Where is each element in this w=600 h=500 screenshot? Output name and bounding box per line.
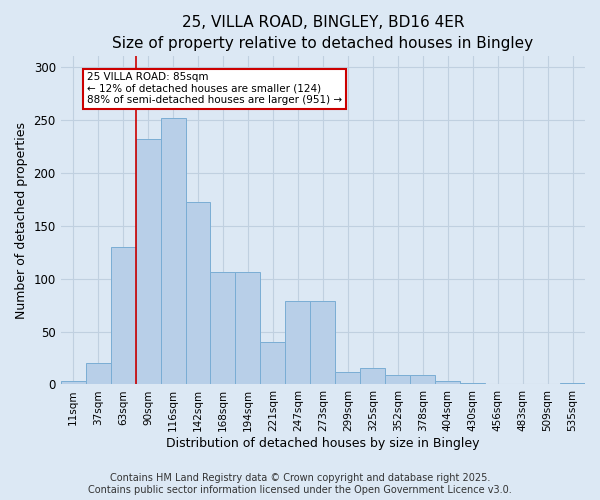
Text: 25 VILLA ROAD: 85sqm
← 12% of detached houses are smaller (124)
88% of semi-deta: 25 VILLA ROAD: 85sqm ← 12% of detached h… (87, 72, 342, 106)
Bar (360, 368, 385, 384)
Bar (260, 342, 286, 384)
Bar (335, 372, 360, 384)
Bar (310, 301, 335, 384)
Title: 25, VILLA ROAD, BINGLEY, BD16 4ER
Size of property relative to detached houses i: 25, VILLA ROAD, BINGLEY, BD16 4ER Size o… (112, 15, 533, 51)
Text: Contains HM Land Registry data © Crown copyright and database right 2025.
Contai: Contains HM Land Registry data © Crown c… (88, 474, 512, 495)
Bar (185, 202, 211, 384)
Bar (136, 139, 161, 384)
Bar (435, 382, 460, 384)
X-axis label: Distribution of detached houses by size in Bingley: Distribution of detached houses by size … (166, 437, 479, 450)
Bar (86, 364, 110, 384)
Bar (235, 272, 260, 384)
Bar (161, 118, 185, 384)
Bar (286, 301, 310, 384)
Bar (211, 272, 235, 384)
Bar (61, 382, 86, 384)
Y-axis label: Number of detached properties: Number of detached properties (15, 122, 28, 319)
Bar (110, 247, 136, 384)
Bar (410, 375, 435, 384)
Bar (385, 375, 410, 384)
